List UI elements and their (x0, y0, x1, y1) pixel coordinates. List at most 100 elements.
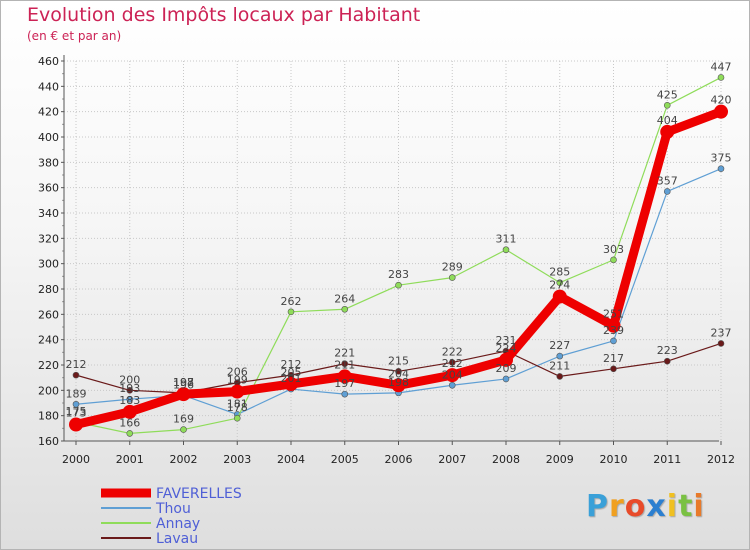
data-label: 178 (227, 401, 248, 414)
data-label: 251 (603, 308, 624, 321)
legend-label-annay: Annay (156, 516, 200, 532)
data-point (660, 124, 675, 139)
data-label: 200 (119, 373, 140, 386)
data-label: 223 (657, 344, 678, 357)
y-tick-label: 360 (38, 182, 59, 195)
data-label: 231 (496, 334, 517, 347)
data-label: 227 (549, 339, 570, 352)
data-label: 221 (334, 347, 355, 360)
y-tick-label: 380 (38, 156, 59, 169)
x-tick-label: 2012 (707, 453, 735, 466)
data-point (610, 365, 617, 373)
data-label: 189 (66, 387, 87, 400)
data-label: 196 (173, 378, 194, 391)
data-label: 303 (603, 243, 624, 256)
data-label: 197 (173, 376, 194, 389)
data-label: 181 (227, 397, 248, 410)
data-label: 222 (442, 345, 463, 358)
data-point (445, 368, 460, 383)
logo-letter: t (678, 489, 694, 524)
data-label: 211 (549, 359, 570, 372)
data-point (341, 305, 349, 313)
data-label: 425 (657, 88, 678, 101)
data-point (663, 188, 671, 195)
data-point (341, 360, 349, 368)
logo-letter: i (666, 489, 679, 524)
data-label: 197 (334, 377, 355, 390)
data-point (717, 74, 725, 81)
data-label: 224 (496, 342, 517, 355)
data-point (663, 102, 671, 109)
y-tick-label: 400 (38, 131, 59, 144)
data-label: 206 (227, 366, 248, 379)
data-point (610, 337, 617, 345)
data-label: 262 (281, 295, 302, 308)
y-tick-label: 260 (38, 308, 59, 321)
y-tick-label: 180 (38, 410, 59, 423)
data-label: 201 (281, 372, 302, 385)
logo-letter: x (646, 489, 667, 524)
data-point (341, 390, 349, 398)
data-label: 239 (603, 324, 624, 337)
data-label: 237 (711, 326, 732, 339)
data-label: 357 (657, 174, 678, 187)
y-tick-label: 340 (38, 207, 59, 220)
data-point (606, 318, 621, 333)
data-label: 264 (334, 292, 355, 305)
y-tick-label: 160 (38, 435, 59, 448)
data-label: 204 (442, 368, 463, 381)
data-point (556, 352, 564, 360)
x-tick-label: 2011 (653, 453, 681, 466)
data-label: 166 (119, 416, 140, 429)
data-point (663, 357, 671, 365)
data-label: 211 (334, 358, 355, 371)
x-tick-label: 2005 (331, 453, 359, 466)
data-label: 274 (549, 279, 570, 292)
grid (64, 60, 722, 442)
y-tick-label: 300 (38, 258, 59, 271)
data-point (502, 246, 510, 254)
data-point (714, 104, 728, 119)
y-tick-label: 200 (38, 384, 59, 397)
data-label: 420 (711, 94, 732, 107)
data-label: 375 (711, 152, 732, 165)
legend-label-faverelles: FAVERELLES (156, 486, 242, 502)
data-label: 204 (388, 367, 409, 380)
data-point (448, 274, 456, 281)
data-point (230, 384, 245, 399)
data-point (391, 378, 406, 393)
series-lines (69, 74, 728, 437)
data-point (126, 430, 134, 437)
data-point (499, 352, 513, 367)
data-point (284, 377, 298, 391)
x-tick-label: 2004 (277, 453, 305, 466)
data-label: 285 (549, 266, 570, 279)
data-label: 404 (657, 114, 678, 127)
data-label: 212 (66, 358, 87, 371)
data-point (176, 387, 191, 402)
proxiti-logo: Proxiti (586, 489, 705, 524)
chart-subtitle: (en € et par an) (27, 29, 122, 43)
data-label: 209 (496, 362, 517, 375)
logo-letter: r (609, 489, 625, 524)
data-point (69, 417, 83, 432)
data-point (287, 308, 295, 316)
data-point (337, 369, 352, 384)
data-label: 217 (603, 352, 624, 365)
data-point (233, 414, 241, 422)
x-tick-label: 2007 (438, 453, 466, 466)
data-label: 175 (66, 405, 87, 418)
data-point (126, 395, 134, 403)
y-tick-label: 240 (38, 334, 59, 347)
logo-letter: i (693, 489, 705, 524)
data-label: 212 (281, 358, 302, 371)
legend-label-thou: Thou (155, 501, 191, 517)
data-point (72, 371, 80, 379)
data-point (72, 400, 80, 408)
legend-label-lavau: Lavau (156, 531, 198, 547)
x-tick-label: 2006 (385, 453, 413, 466)
y-tick-label: 440 (38, 80, 59, 93)
